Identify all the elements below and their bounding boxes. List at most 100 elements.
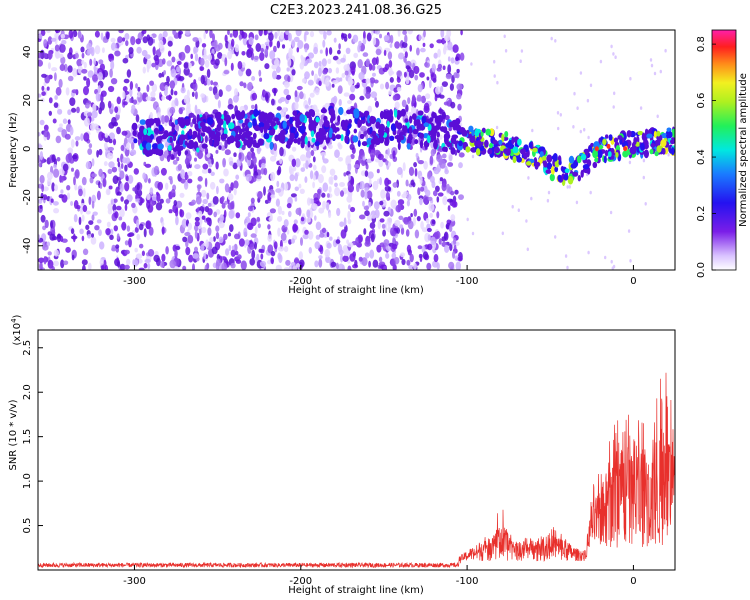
- noise-dot: [417, 245, 423, 250]
- noise-dot: [279, 158, 283, 165]
- ridge-dot: [567, 175, 574, 185]
- ridge-dot: [133, 138, 138, 144]
- ridge-dot: [252, 118, 257, 127]
- noise-dot: [306, 197, 311, 206]
- noise-dot: [304, 48, 308, 53]
- noise-dot: [279, 146, 284, 157]
- ridge-dot: [605, 134, 609, 139]
- ridge-dot: [267, 112, 272, 119]
- noise-dot: [398, 52, 405, 60]
- noise-dot: [358, 40, 362, 47]
- noise-dot: [213, 211, 217, 218]
- noise-dot: [425, 189, 431, 197]
- ridge-dot: [358, 119, 362, 127]
- noise-dot: [405, 104, 409, 112]
- noise-dot: [50, 220, 53, 229]
- noise-dot: [233, 95, 239, 103]
- noise-dot: [642, 158, 646, 163]
- noise-dot: [161, 221, 165, 227]
- ridge-dot: [671, 147, 675, 156]
- noise-dot: [326, 193, 330, 198]
- noise-dot: [417, 84, 423, 93]
- noise-dot: [241, 62, 246, 68]
- noise-dot: [324, 102, 330, 108]
- noise-dot: [63, 260, 69, 266]
- noise-dot: [355, 237, 359, 247]
- noise-dot: [159, 45, 165, 53]
- noise-dot: [286, 229, 290, 235]
- ridge-dot: [656, 145, 662, 153]
- noise-dot: [166, 60, 173, 67]
- noise-dot: [426, 262, 432, 270]
- noise-dot: [319, 49, 323, 54]
- noise-dot: [238, 152, 242, 160]
- colorbar: 0.00.20.40.60.8 Normalized spectral ampl…: [696, 29, 749, 278]
- noise-dot: [350, 153, 355, 160]
- noise-dot: [267, 192, 272, 201]
- noise-dot: [110, 60, 115, 70]
- noise-dot: [268, 216, 273, 222]
- noise-dot: [176, 66, 180, 73]
- ridge-dot: [532, 147, 538, 153]
- noise-dot: [109, 68, 113, 78]
- ridge-dot: [580, 153, 587, 161]
- noise-dot: [404, 51, 408, 59]
- noise-dot: [247, 205, 254, 212]
- ridge-dot: [419, 132, 425, 139]
- noise-dot: [135, 253, 143, 259]
- noise-dot: [102, 265, 105, 270]
- noise-dot: [456, 83, 463, 91]
- ridge-dot: [417, 110, 424, 116]
- noise-dot: [254, 241, 257, 250]
- noise-dot: [207, 54, 212, 61]
- noise-dot: [116, 191, 122, 196]
- noise-dot: [642, 175, 645, 180]
- noise-dot: [191, 91, 195, 98]
- noise-dot: [267, 244, 274, 254]
- noise-dot: [53, 249, 60, 257]
- ridge-dot: [131, 122, 138, 131]
- noise-dot: [214, 58, 220, 66]
- noise-dot: [385, 191, 390, 201]
- noise-dot: [203, 31, 206, 40]
- noise-dot: [76, 106, 80, 114]
- noise-dot: [368, 260, 371, 268]
- ridge-dot: [361, 141, 368, 147]
- noise-dot: [381, 223, 386, 229]
- noise-dot: [112, 175, 119, 185]
- noise-dot: [166, 154, 171, 163]
- noise-dot: [556, 111, 560, 115]
- ridge-dot: [292, 110, 298, 116]
- noise-dot: [39, 261, 43, 270]
- noise-dot: [170, 188, 176, 198]
- noise-dot: [439, 177, 444, 182]
- noise-dot: [587, 135, 590, 140]
- ridge-dot: [371, 130, 377, 137]
- noise-dot: [47, 259, 54, 269]
- noise-dot: [258, 30, 263, 37]
- noise-dot: [171, 56, 176, 63]
- ridge-dot: [209, 138, 213, 146]
- noise-dot: [124, 264, 130, 270]
- noise-dot: [391, 243, 398, 250]
- noise-dot: [420, 221, 424, 230]
- ridge-dot: [476, 140, 482, 148]
- colorbar-tick-label: 0.8: [696, 36, 707, 52]
- noise-dot: [124, 33, 130, 40]
- noise-dot: [295, 207, 302, 215]
- noise-dot: [76, 58, 83, 67]
- ridge-dot: [455, 118, 461, 125]
- ridge-dot: [167, 145, 172, 151]
- noise-dot: [38, 144, 43, 149]
- snr-panel: -300 -200 -100 0 0.51.01.52.02.5 Height of …: [8, 314, 676, 596]
- noise-dot: [248, 47, 254, 55]
- noise-dot: [330, 261, 337, 268]
- noise-dot: [349, 93, 356, 101]
- ridge-dot: [570, 163, 577, 169]
- noise-dot: [131, 202, 136, 208]
- bottom-x-tick-label: 0: [630, 576, 636, 587]
- noise-dot: [291, 146, 297, 152]
- noise-dot: [335, 262, 339, 270]
- noise-dot: [44, 219, 49, 229]
- ridge-dot: [171, 122, 175, 128]
